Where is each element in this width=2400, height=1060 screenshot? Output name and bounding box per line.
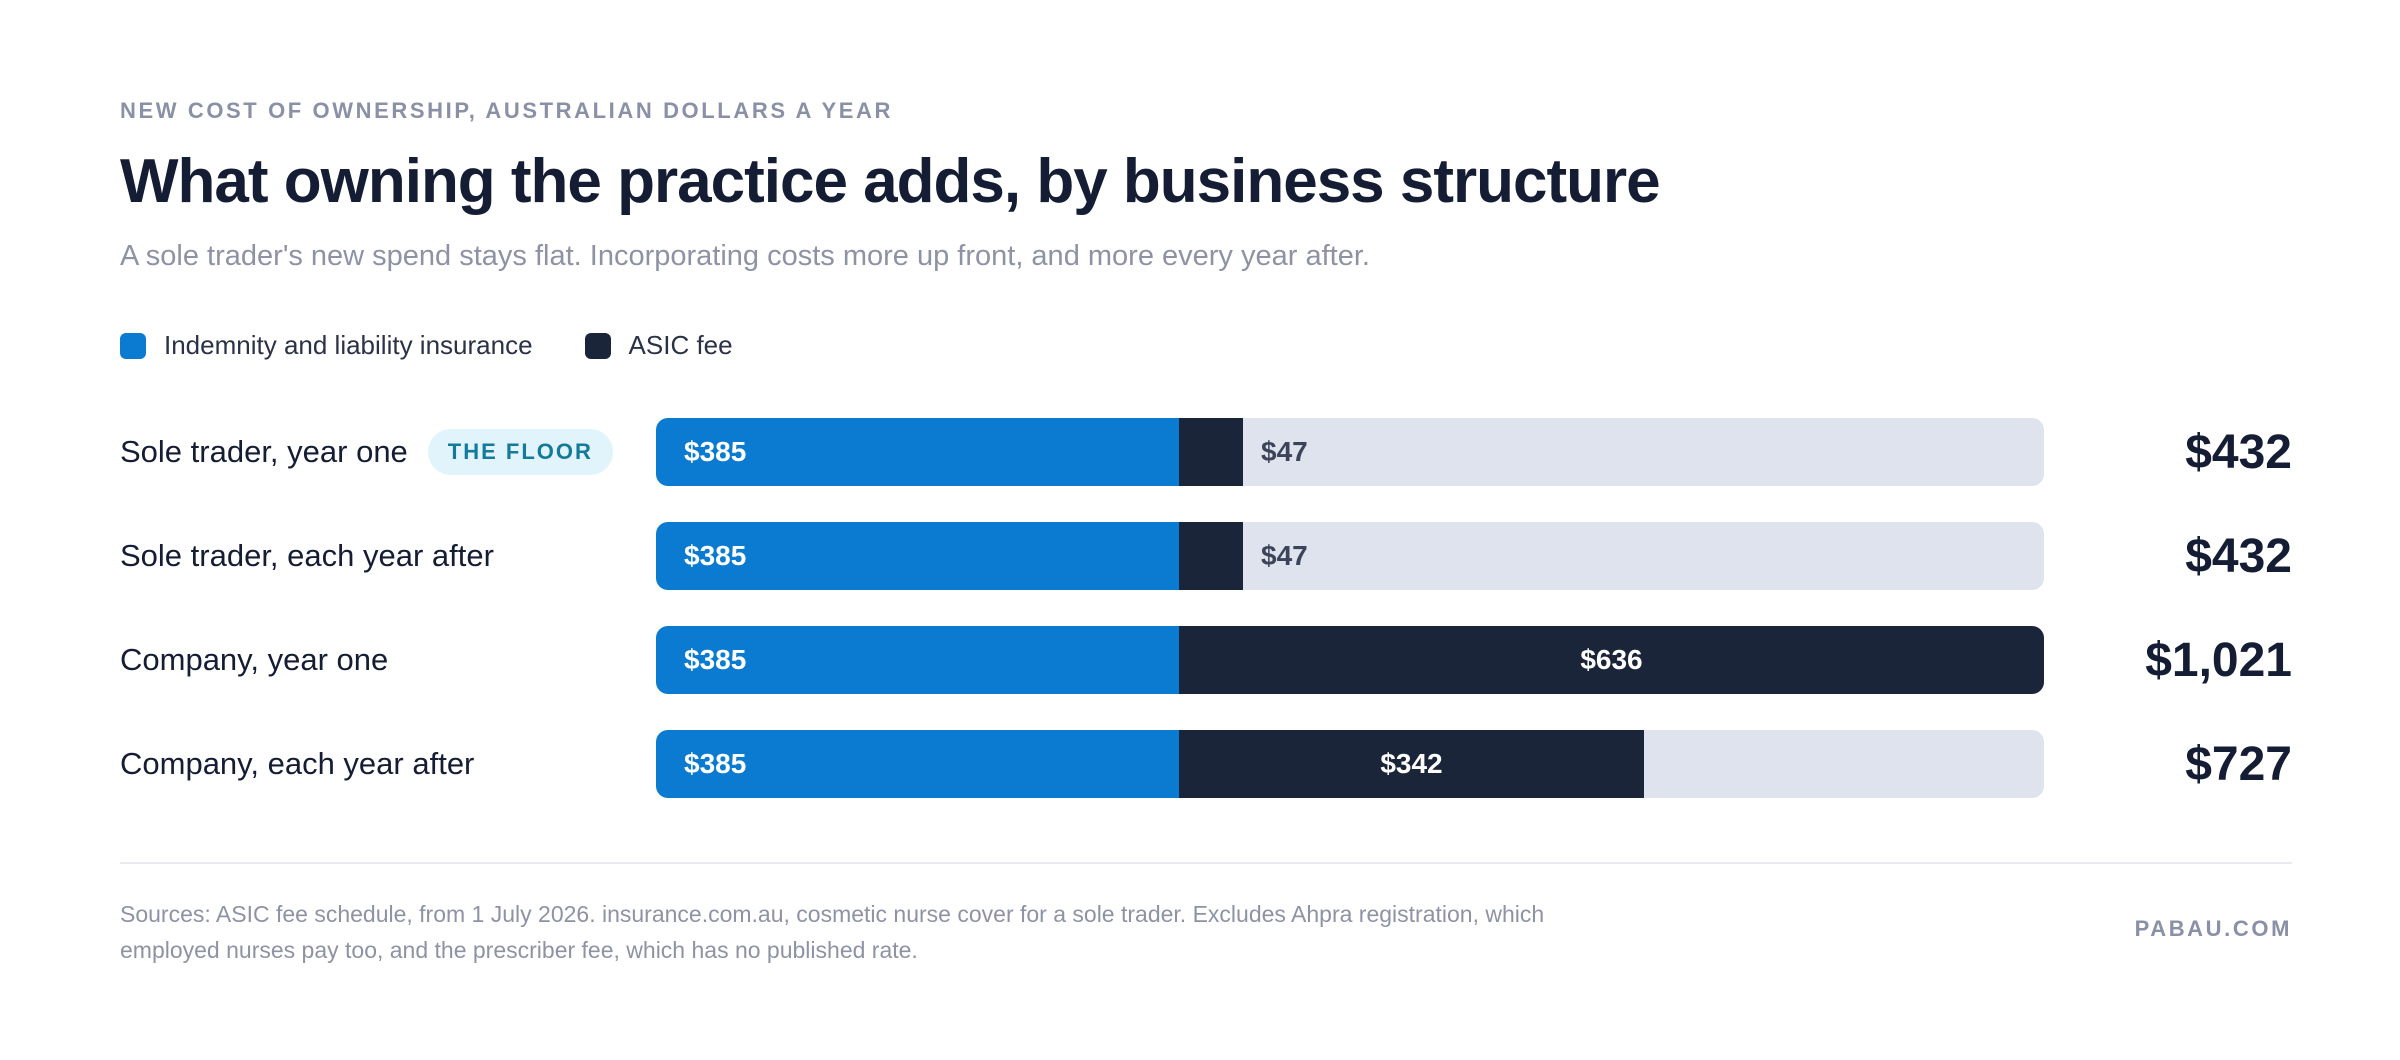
- bar-segment-insurance: $385: [656, 730, 1179, 798]
- legend: Indemnity and liability insurance ASIC f…: [120, 330, 785, 361]
- bar-track: $385 $636: [656, 626, 2044, 694]
- row-total: $432: [2185, 425, 2292, 479]
- bar-segment-asic: [1179, 418, 1243, 486]
- category-label-text: Company, year one: [120, 642, 389, 677]
- category-label: Company, each year after: [120, 730, 474, 798]
- row-total: $727: [2185, 737, 2292, 791]
- bar-row: Company, each year after $385 $342 $727: [0, 730, 2400, 798]
- legend-item-insurance: Indemnity and liability insurance: [120, 330, 533, 361]
- bar-row: Sole trader, year one THE FLOOR $385 $47 $43…: [0, 418, 2400, 486]
- chart-title: What owning the practice adds, by busine…: [120, 147, 1661, 216]
- bar-segment-insurance: $385: [656, 418, 1179, 486]
- bar-row: Sole trader, each year after $385 $47 $432: [0, 522, 2400, 590]
- category-label-text: Sole trader, each year after: [120, 538, 494, 573]
- category-label: Sole trader, year one THE FLOOR: [120, 418, 613, 486]
- category-label: Company, year one: [120, 626, 388, 694]
- legend-label-asic: ASIC fee: [628, 330, 733, 360]
- bar-value-label-asic: $47: [1261, 436, 1308, 467]
- legend-item-asic: ASIC fee: [584, 330, 733, 361]
- legend-label-insurance: Indemnity and liability insurance: [164, 330, 533, 360]
- eyebrow: NEW COST OF OWNERSHIP, AUSTRALIAN DOLLAR…: [120, 98, 894, 123]
- bar-segment-insurance: $385: [656, 522, 1179, 590]
- bar-segment-asic: $342: [1179, 730, 1644, 798]
- bar-segment-asic: $636: [1179, 626, 2044, 694]
- row-total: $1,021: [2145, 633, 2292, 687]
- brand-mark: PABAU.COM: [2134, 916, 2292, 941]
- category-label-text: Sole trader, year one: [120, 434, 408, 469]
- bar-segment-insurance: $385: [656, 626, 1179, 694]
- bar-value-label-asic: $47: [1261, 540, 1308, 571]
- footer-divider: [120, 862, 2292, 864]
- bar-track: $385 $342: [656, 730, 2044, 798]
- bar-row: Company, year one $385 $636 $1,021: [0, 626, 2400, 694]
- legend-swatch-insurance: [120, 332, 146, 359]
- bar-segment-asic: [1179, 522, 1243, 590]
- chart-subtitle: A sole trader's new spend stays flat. In…: [120, 240, 1370, 272]
- sources-note: Sources: ASIC fee schedule, from 1 July …: [120, 901, 1545, 963]
- category-label-text: Company, each year after: [120, 746, 475, 781]
- category-label: Sole trader, each year after: [120, 522, 494, 590]
- row-total: $432: [2185, 529, 2292, 583]
- legend-swatch-asic: [584, 332, 611, 359]
- floor-badge: THE FLOOR: [427, 429, 613, 475]
- bar-track: $385 $47: [656, 522, 2044, 590]
- bar-track: $385 $47: [656, 418, 2044, 486]
